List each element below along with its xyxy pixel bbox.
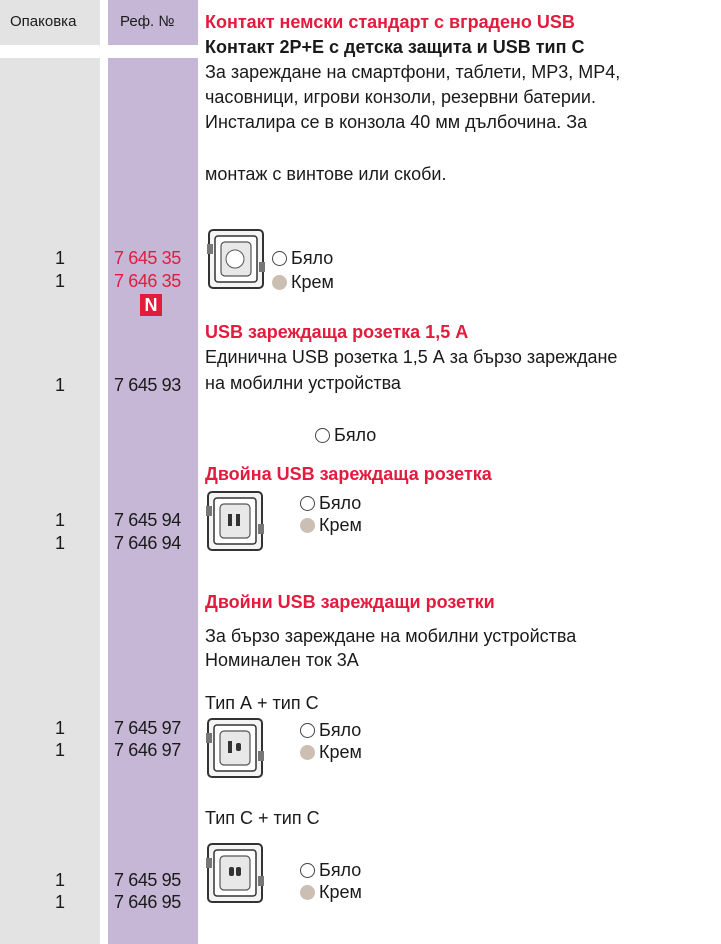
variant-label: Бяло [291, 248, 334, 268]
variant-label: Бяло [334, 425, 377, 445]
subtitle: Контакт 2P+E с детска защита и USB тип C [205, 37, 585, 57]
pack: 1 [54, 375, 65, 395]
variant: Бяло [315, 424, 376, 446]
ref: 7 645 35 [114, 248, 181, 268]
ref: 7 645 94 [114, 510, 181, 530]
ref: 7 645 95 [114, 870, 181, 890]
pack-header-bg [0, 0, 100, 45]
variant-label: Бяло [319, 493, 362, 513]
variant-label: Крем [291, 272, 334, 292]
description: За зареждане на смартфони, таблети, MP3,… [205, 62, 621, 82]
ref: 7 646 97 [114, 740, 181, 760]
pack: 1 [54, 248, 65, 268]
variant-label: Крем [319, 882, 362, 902]
section-title: USB зареждаща розетка 1,5 А [205, 322, 469, 342]
variant-label: Крем [319, 515, 362, 535]
description: на мобилни устройства [205, 373, 401, 393]
ref-header: Реф. № [120, 13, 175, 30]
description: часовници, игрови конзоли, резервни бате… [205, 87, 596, 107]
description: За бързо зареждане на мобилни устройства [205, 626, 577, 646]
product-image [205, 840, 267, 906]
description: Единична USB розетка 1,5 А за бързо заре… [205, 347, 618, 367]
variant: Крем [272, 271, 334, 293]
ref: 7 646 95 [114, 892, 181, 912]
variant-label: Бяло [319, 720, 362, 740]
ref: 7 645 93 [114, 375, 181, 395]
variant-label: Бяло [319, 860, 362, 880]
pack: 1 [54, 533, 65, 553]
variant: Бяло [300, 492, 361, 514]
product-image [206, 226, 268, 292]
variant: Бяло [300, 719, 361, 741]
pack: 1 [54, 870, 65, 890]
variant: Крем [300, 514, 362, 536]
product-image [205, 715, 267, 781]
variant: Бяло [300, 859, 361, 881]
product-image [205, 488, 267, 554]
section-title: Двойна USB зареждаща розетка [205, 464, 492, 484]
ref-header-bg [108, 0, 198, 45]
pack-header: Опаковка [10, 13, 77, 30]
description: монтаж с винтове или скоби. [205, 164, 447, 184]
pack: 1 [54, 271, 65, 291]
pack-column [0, 58, 100, 944]
subsection-label: Тип С + тип С [205, 808, 320, 828]
variant-label: Крем [319, 742, 362, 762]
new-badge: N [140, 294, 162, 316]
ref: 7 646 94 [114, 533, 181, 553]
variant: Крем [300, 741, 362, 763]
pack: 1 [54, 740, 65, 760]
subsection-label: Тип А + тип С [205, 693, 319, 713]
variant: Бяло [272, 247, 333, 269]
pack: 1 [54, 718, 65, 738]
section-title: Двойни USB зареждащи розетки [205, 592, 495, 612]
ref: 7 645 97 [114, 718, 181, 738]
variant: Крем [300, 881, 362, 903]
description: Номинален ток 3А [205, 650, 359, 670]
title: Контакт немски стандарт с вградено USB [205, 12, 575, 32]
ref-column [108, 58, 198, 944]
pack: 1 [54, 510, 65, 530]
pack: 1 [54, 892, 65, 912]
description: Инсталира се в конзола 40 мм дълбочина. … [205, 112, 588, 132]
ref: 7 646 35 [114, 271, 181, 291]
